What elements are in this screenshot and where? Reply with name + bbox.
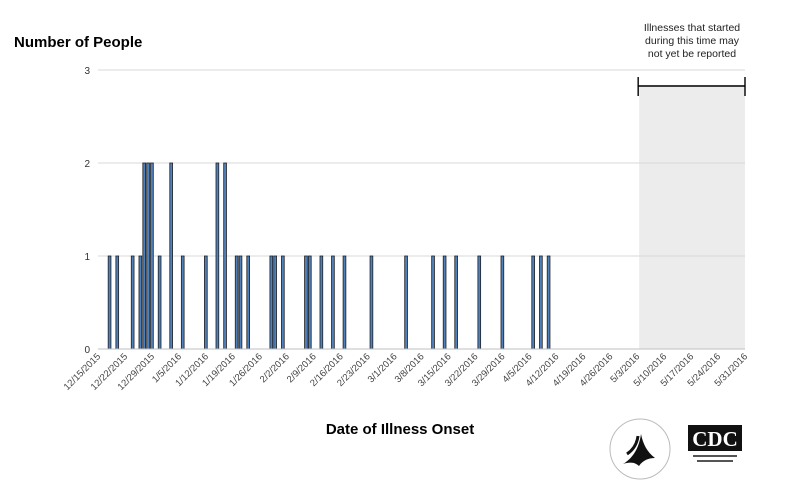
reporting-lag-bracket — [637, 77, 746, 96]
bar — [204, 255, 208, 350]
bar — [215, 162, 220, 350]
bar — [238, 255, 243, 350]
bar — [269, 255, 274, 350]
bar — [169, 162, 173, 350]
bar — [223, 162, 227, 350]
bar — [273, 255, 277, 350]
bar — [477, 255, 482, 350]
bar — [539, 255, 543, 350]
bar — [246, 255, 250, 350]
bar — [431, 255, 435, 350]
bar — [308, 255, 312, 350]
bar — [146, 162, 150, 350]
x-axis-title: Date of Illness Onset — [325, 421, 475, 438]
y-tick-label: 2 — [84, 159, 90, 170]
bar — [130, 255, 135, 350]
bar — [331, 255, 335, 350]
y-axis-title: Number of People — [14, 34, 143, 51]
bar — [234, 255, 239, 350]
reporting-lag-region — [639, 85, 745, 349]
bar — [454, 255, 458, 350]
y-tick-label: 1 — [84, 252, 90, 263]
bar — [531, 255, 535, 350]
bar — [142, 162, 147, 350]
y-tick-label: 3 — [84, 66, 90, 77]
bar — [442, 255, 447, 350]
bar — [180, 255, 185, 350]
svg-text:CDC: CDC — [692, 427, 738, 451]
x-tick-labels: 12/15/201512/22/201512/29/20151/5/20161/… — [62, 351, 750, 392]
reporting-lag-annotation: Illnesses that started during this time … — [643, 22, 741, 60]
y-tick-labels: 0 1 2 3 — [84, 66, 90, 356]
bar — [369, 255, 374, 350]
bar — [319, 255, 324, 350]
bar — [342, 255, 347, 350]
bar — [500, 255, 505, 350]
y-tick-label: 0 — [84, 345, 90, 356]
bar — [546, 255, 551, 350]
bar — [150, 162, 154, 350]
bar — [404, 255, 408, 350]
bar — [107, 255, 112, 350]
bar — [138, 255, 143, 350]
hhs-logo — [605, 414, 675, 484]
bar — [115, 255, 120, 350]
cdc-logo: CDC — [687, 424, 743, 466]
bar — [157, 255, 162, 350]
bar — [304, 255, 308, 350]
bar — [281, 255, 285, 350]
